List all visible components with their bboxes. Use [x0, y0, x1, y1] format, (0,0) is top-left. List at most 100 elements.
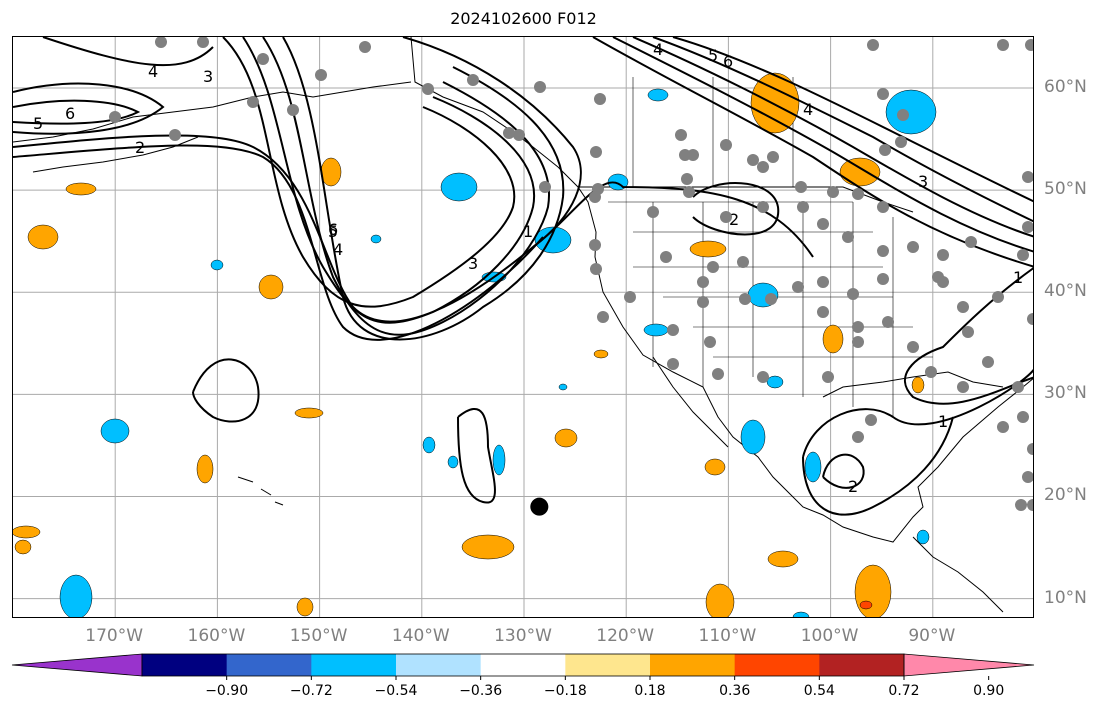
- patch-positive: [294, 407, 324, 419]
- station-dot: [797, 201, 809, 213]
- central-america: [912, 536, 1004, 613]
- colorbar-segment: [565, 654, 651, 676]
- station-dot: [865, 414, 877, 426]
- station-dot: [687, 149, 699, 161]
- station-dot: [879, 144, 891, 156]
- colorbar-segment: [396, 654, 482, 676]
- latitude-label: 20°N: [1044, 485, 1087, 506]
- contour-line: [282, 37, 565, 341]
- patch-positive: [196, 454, 214, 484]
- station-dot: [704, 336, 716, 348]
- patch-positive: [320, 157, 342, 187]
- station-dot: [852, 188, 864, 200]
- patch-positive: [27, 224, 59, 250]
- station-dot: [667, 358, 679, 370]
- station-dot: [767, 151, 779, 163]
- patch-positive: [822, 324, 844, 354]
- patch-positive: [593, 349, 609, 359]
- station-dot: [847, 288, 859, 300]
- station-dot: [1022, 471, 1033, 483]
- station-dot: [534, 81, 546, 93]
- contour-line: [242, 37, 536, 324]
- patch-positive: [750, 72, 800, 134]
- latitude-label: 10°N: [1044, 587, 1087, 608]
- contour-label: 2: [729, 210, 739, 229]
- contour-label: 1: [938, 412, 948, 431]
- contour-label: 6: [723, 52, 733, 71]
- patch-positive: [689, 240, 727, 258]
- colorbar-segment: [226, 654, 312, 676]
- patch-positive: [258, 274, 284, 300]
- patch-positive: [705, 583, 735, 617]
- contour-label: 5: [708, 46, 718, 65]
- contour-line: [612, 37, 1033, 253]
- station-dot: [737, 256, 749, 268]
- station-dot: [707, 261, 719, 273]
- station-dot: [757, 371, 769, 383]
- colorbar-tick-label: 0.36: [719, 683, 751, 699]
- station-dot: [877, 245, 889, 257]
- station-dot: [757, 201, 769, 213]
- station-dot: [1027, 313, 1033, 325]
- patch-positive: [14, 539, 32, 555]
- patch-negative: [643, 323, 669, 337]
- station-dot: [1027, 499, 1033, 511]
- patch-positive: [704, 458, 726, 476]
- contour-label: 5: [33, 114, 43, 133]
- station-dot: [594, 93, 606, 105]
- station-dot: [882, 316, 894, 328]
- station-dot: [992, 291, 1004, 303]
- station-dot: [757, 161, 769, 173]
- colorbar-tick-label: 0.90: [973, 683, 1005, 699]
- station-dot: [647, 206, 659, 218]
- contour-label: 4: [148, 62, 158, 81]
- station-dot: [817, 306, 829, 318]
- contour-line: [13, 134, 814, 323]
- station-dot: [1022, 221, 1033, 233]
- station-dot: [1015, 499, 1027, 511]
- patch-negative: [59, 574, 93, 617]
- patch-negative: [766, 375, 784, 389]
- station-dot: [1017, 411, 1029, 423]
- colorbar-tick-label: −0.36: [459, 683, 503, 699]
- patch-negative: [492, 444, 506, 476]
- colorbar-tick-label: −0.90: [205, 683, 249, 699]
- patch-negative: [804, 451, 822, 483]
- station-dot: [997, 421, 1009, 433]
- station-dot: [597, 311, 609, 323]
- station-dot: [792, 281, 804, 293]
- contour-line: [652, 37, 1033, 223]
- station-dot: [359, 41, 371, 53]
- patch-positive: [554, 428, 578, 448]
- longitude-label: 130°W: [494, 626, 552, 646]
- station-dot: [675, 129, 687, 141]
- colorbar-segment: [650, 654, 736, 676]
- station-dot: [822, 371, 834, 383]
- station-dot: [503, 127, 515, 139]
- station-dot: [1012, 381, 1024, 393]
- station-dot: [467, 74, 479, 86]
- contour-line: [457, 407, 496, 504]
- contour-label: 2: [135, 138, 145, 157]
- colorbar-tick-label: 0.18: [634, 683, 666, 699]
- contour-label: 5: [328, 222, 338, 241]
- station-dot: [957, 381, 969, 393]
- station-dot: [197, 37, 209, 48]
- colorbar-segment: [142, 654, 228, 676]
- patch-negative: [647, 88, 669, 102]
- anomaly-patches: [13, 72, 937, 617]
- patch-negative: [740, 419, 766, 455]
- contour-line: [13, 99, 141, 125]
- station-dot: [842, 231, 854, 243]
- station-dot: [982, 356, 994, 368]
- station-dot: [513, 129, 525, 141]
- patch-positive: [13, 525, 41, 539]
- longitude-label: 140°W: [391, 626, 450, 646]
- longitude-label: 160°W: [187, 626, 246, 646]
- contour-label: 3: [203, 67, 213, 86]
- station-dot: [817, 276, 829, 288]
- station-dot: [817, 218, 829, 230]
- contour-line: [13, 82, 165, 135]
- contour-label: 6: [328, 220, 338, 239]
